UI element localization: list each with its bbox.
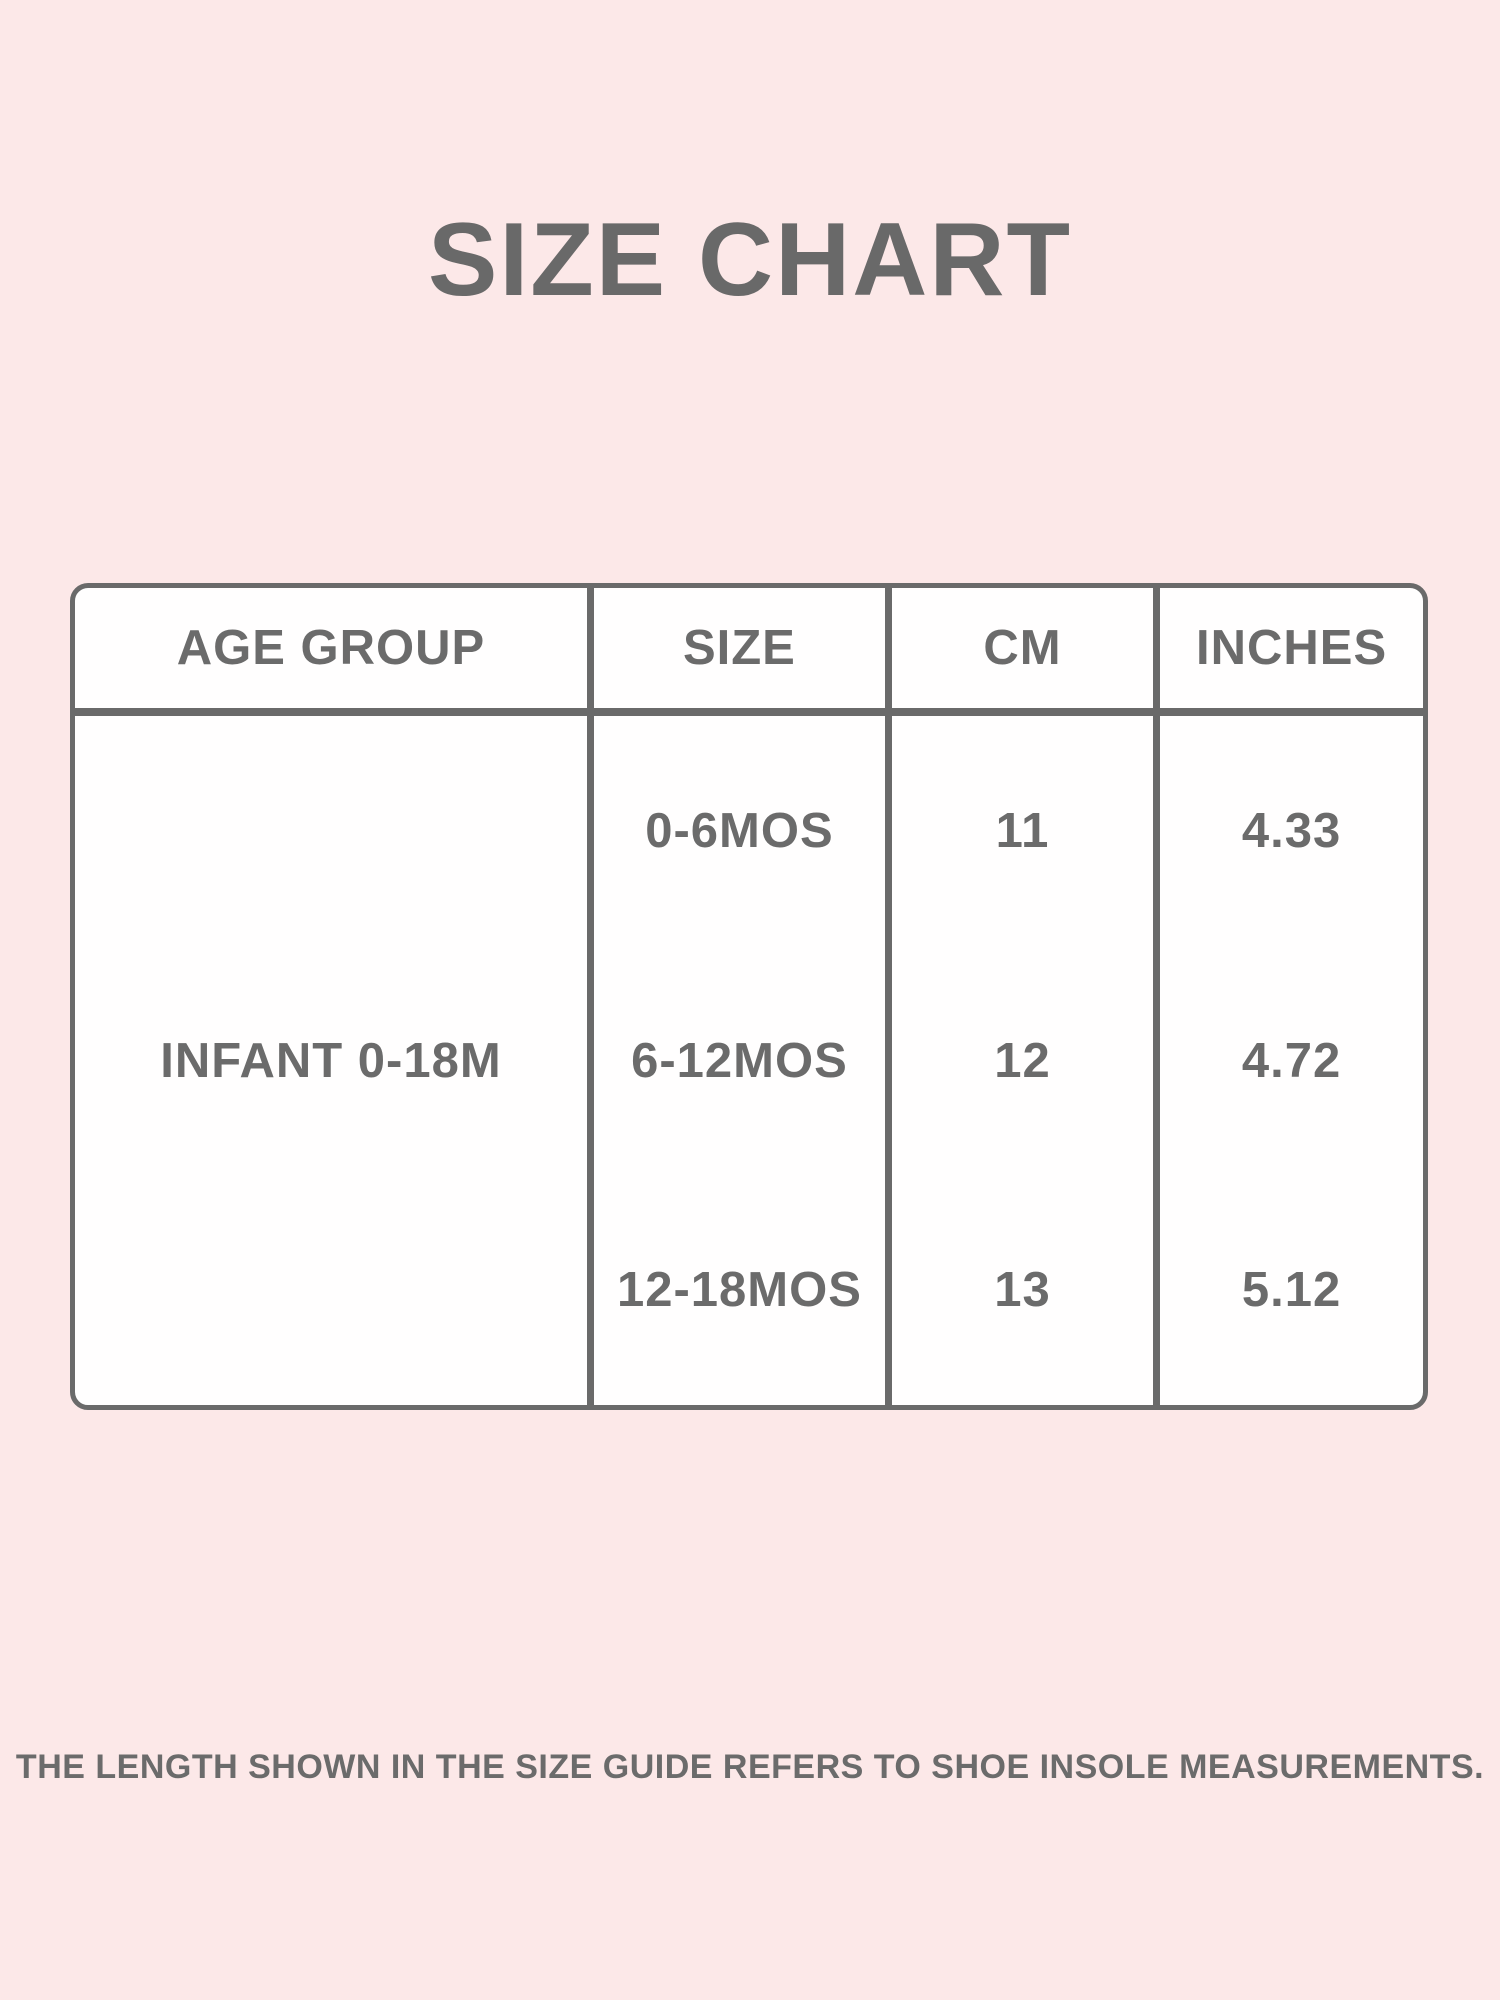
- header-cm: CM: [891, 588, 1154, 716]
- column-cm: CM 11 12 13: [891, 588, 1161, 1405]
- inches-value-row2: 4.72: [1241, 1033, 1342, 1088]
- age-group-value: INFANT 0-18M: [160, 1033, 502, 1088]
- header-age-group: AGE GROUP: [75, 588, 587, 716]
- cm-value-row2: 12: [994, 1033, 1051, 1088]
- size-table: AGE GROUP INFANT 0-18M SIZE 0-6MOS 6-12M…: [70, 583, 1428, 1410]
- column-size: SIZE 0-6MOS 6-12MOS 12-18MOS: [593, 588, 892, 1405]
- cm-body: 11 12 13: [892, 716, 1153, 1405]
- header-inches: INCHES: [1160, 588, 1423, 716]
- cm-value-row1: 11: [995, 803, 1050, 858]
- header-size: SIZE: [593, 588, 885, 716]
- inches-body: 4.33 4.72 5.12: [1160, 716, 1423, 1405]
- size-body: 0-6MOS 6-12MOS 12-18MOS: [594, 716, 885, 1405]
- column-inches: INCHES 4.33 4.72 5.12: [1160, 588, 1423, 1405]
- column-age-group: AGE GROUP INFANT 0-18M: [75, 588, 594, 1405]
- size-value-row3: 12-18MOS: [616, 1263, 862, 1318]
- page-title: SIZE CHART: [428, 202, 1072, 318]
- footnote: THE LENGTH SHOWN IN THE SIZE GUIDE REFER…: [15, 1748, 1485, 1786]
- size-value-row2: 6-12MOS: [631, 1033, 848, 1088]
- size-value-row1: 0-6MOS: [645, 803, 834, 858]
- inches-value-row3: 5.12: [1241, 1263, 1342, 1318]
- cm-value-row3: 13: [994, 1263, 1051, 1318]
- inches-value-row1: 4.33: [1241, 803, 1342, 858]
- age-group-body: INFANT 0-18M: [75, 716, 587, 1405]
